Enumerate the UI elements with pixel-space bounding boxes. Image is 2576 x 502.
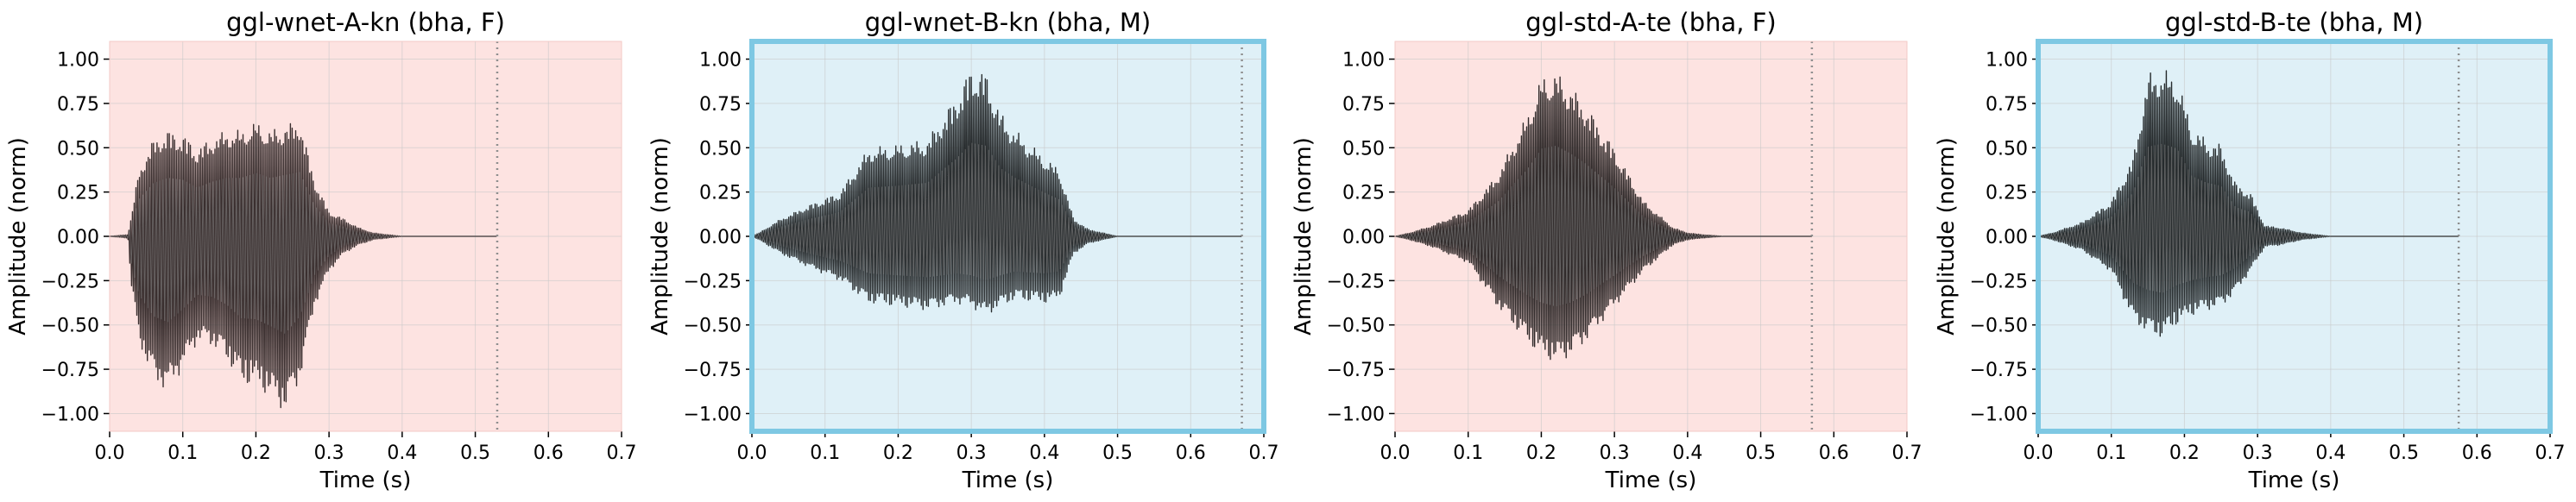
x-axis-label: Time (s) [962,467,1054,493]
y-tick-label: −1.00 [41,404,99,425]
x-tick-label: 0.5 [1102,442,1133,464]
x-tick-label: 0.6 [534,442,564,464]
panel-title: ggl-std-B-te (bha, M) [2165,8,2423,37]
waveform-series-overlay [109,172,497,334]
x-tick-label: 0.6 [1819,442,1849,464]
x-tick-label: 0.7 [1249,442,1279,464]
y-axis-label: Amplitude (norm) [1934,137,1960,336]
y-tick-label: −0.50 [684,316,742,337]
y-tick-label: 0.25 [57,183,99,204]
y-tick-label: 0.75 [57,94,99,116]
y-tick-label: 1.00 [699,50,742,72]
x-tick-label: 0.2 [241,442,271,464]
y-tick-label: −0.25 [1327,271,1385,292]
x-tick-label: 0.1 [167,442,198,464]
x-tick-label: 0.5 [2389,442,2419,464]
y-tick-label: −0.75 [684,360,742,381]
y-tick-label: −0.25 [1970,271,2028,292]
x-tick-label: 0.3 [1600,442,1630,464]
x-tick-label: 0.3 [314,442,344,464]
x-tick-label: 0.7 [2535,442,2566,464]
y-tick-label: 0.50 [57,138,99,160]
x-tick-label: 0.2 [883,442,913,464]
y-tick-label: 0.50 [699,138,742,160]
x-tick-label: 0.7 [607,442,637,464]
x-tick-label: 0.1 [1453,442,1483,464]
y-axis-label: Amplitude (norm) [5,137,31,336]
y-tick-label: −0.50 [1327,316,1385,337]
x-tick-label: 0.7 [1892,442,1923,464]
y-tick-label: −0.25 [684,271,742,292]
x-tick-label: 0.5 [460,442,490,464]
x-tick-label: 0.1 [810,442,840,464]
waveform-series-overlay [1394,146,1812,307]
y-tick-label: 0.00 [1342,227,1385,248]
y-tick-label: 0.25 [699,183,742,204]
x-tick-label: 0.0 [1380,442,1411,464]
y-tick-label: 0.25 [1986,183,2028,204]
y-tick-label: 0.25 [1342,183,1385,204]
x-tick-label: 0.2 [1526,442,1556,464]
x-tick-label: 0.3 [957,442,987,464]
y-tick-label: −0.75 [41,360,99,381]
x-axis-label: Time (s) [319,467,412,493]
y-tick-label: −0.75 [1327,360,1385,381]
y-tick-label: 0.00 [1986,227,2028,248]
x-tick-label: 0.4 [387,442,417,464]
y-tick-label: 0.75 [1342,94,1385,116]
x-tick-label: 0.6 [2462,442,2492,464]
y-tick-label: 1.00 [1986,50,2028,72]
x-tick-label: 0.5 [1746,442,1776,464]
x-tick-label: 0.4 [1672,442,1702,464]
panel-title: ggl-wnet-B-kn (bha, M) [865,8,1151,37]
panel-3: 0.0 0.1 0.2 0.3 0.4 0.5 0.6 0.7 −1.00 −0.75 −0.50 −… [1291,8,1923,493]
y-tick-label: 0.50 [1986,138,2028,160]
x-tick-label: 0.1 [2096,442,2126,464]
waveform-series-overlay [751,142,1241,280]
y-tick-label: −0.50 [41,316,99,337]
panel-title: ggl-std-A-te (bha, F) [1525,8,1776,37]
x-tick-label: 0.4 [1029,442,1059,464]
y-tick-label: 1.00 [1342,50,1385,72]
waveform-series-overlay [2037,143,2459,293]
y-tick-label: 0.50 [1342,138,1385,160]
x-axis-label: Time (s) [2248,467,2340,493]
panel-1: 0.0 0.1 0.2 0.3 0.4 0.5 0.6 0.7 −1.00 −0.75 −0.50 −… [5,8,637,493]
x-tick-label: 0.2 [2169,442,2200,464]
x-tick-label: 0.0 [737,442,767,464]
plot-frame [1394,41,1908,432]
y-tick-label: −0.50 [1970,316,2028,337]
y-tick-label: 0.75 [1986,94,2028,116]
panel-2: 0.0 0.1 0.2 0.3 0.4 0.5 0.6 0.7 −1.00 −0.75 −0.50 −… [647,8,1279,493]
x-tick-label: 0.6 [1176,442,1206,464]
highlight-border [749,39,1266,434]
highlight-border [2036,39,2553,434]
x-axis-label: Time (s) [1605,467,1697,493]
y-tick-label: 0.75 [699,94,742,116]
y-tick-label: −1.00 [1327,404,1385,425]
x-tick-label: 0.4 [2315,442,2346,464]
y-tick-label: −0.25 [41,271,99,292]
y-tick-label: 1.00 [57,50,99,72]
x-tick-label: 0.0 [2024,442,2054,464]
y-axis-label: Amplitude (norm) [647,137,673,336]
panel-4: 0.0 0.1 0.2 0.3 0.4 0.5 0.6 0.7 −1.00 −0.75 −0.50 −… [1934,8,2566,493]
y-tick-label: −0.75 [1970,360,2028,381]
plot-frame [109,41,622,432]
panel-title: ggl-wnet-A-kn (bha, F) [226,8,505,37]
x-tick-label: 0.3 [2243,442,2273,464]
y-tick-label: −1.00 [1970,404,2028,425]
x-tick-label: 0.0 [95,442,125,464]
y-tick-label: 0.00 [57,227,99,248]
y-tick-label: 0.00 [699,227,742,248]
y-axis-label: Amplitude (norm) [1291,137,1316,336]
y-tick-label: −1.00 [684,404,742,425]
